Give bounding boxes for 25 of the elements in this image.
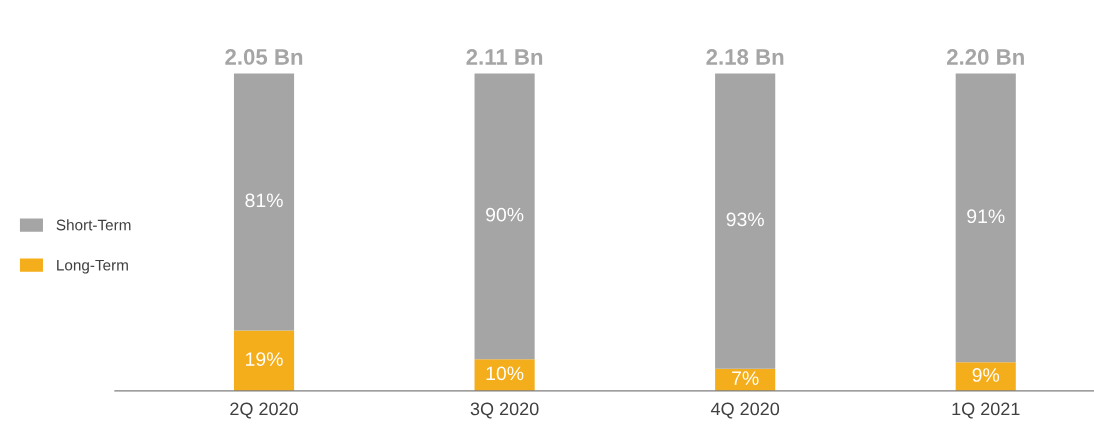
data-label: 19% [246, 352, 283, 366]
legend-label: Short-Term [56, 219, 131, 231]
data-label: 93% [726, 212, 764, 227]
bar [233, 330, 295, 391]
data-label: 91% [967, 209, 1005, 224]
bar [955, 73, 1016, 363]
data-label: 9% [972, 368, 1000, 382]
bar [715, 73, 776, 369]
x-tick-label: 3Q 2020 [470, 402, 539, 419]
annotation: 2.11 Bn [466, 49, 543, 65]
bar [233, 73, 295, 331]
annotation: 2.05 Bn [225, 49, 303, 65]
annotation: 2.20 Bn [946, 49, 1024, 65]
data-label: 81% [245, 193, 283, 208]
bar [474, 359, 535, 391]
x-tick-label: 1Q 2021 [952, 402, 1020, 419]
data-label: 90% [486, 207, 524, 222]
bar [474, 73, 535, 360]
bar [955, 362, 1016, 391]
legend-label: Long-Term [57, 259, 128, 274]
x-tick-label: 4Q 2020 [710, 402, 780, 419]
data-label: 7% [732, 371, 759, 385]
data-label: 10% [486, 366, 524, 381]
annotation: 2.18 Bn [706, 49, 784, 65]
x-tick-label: 2Q 2020 [230, 402, 298, 419]
